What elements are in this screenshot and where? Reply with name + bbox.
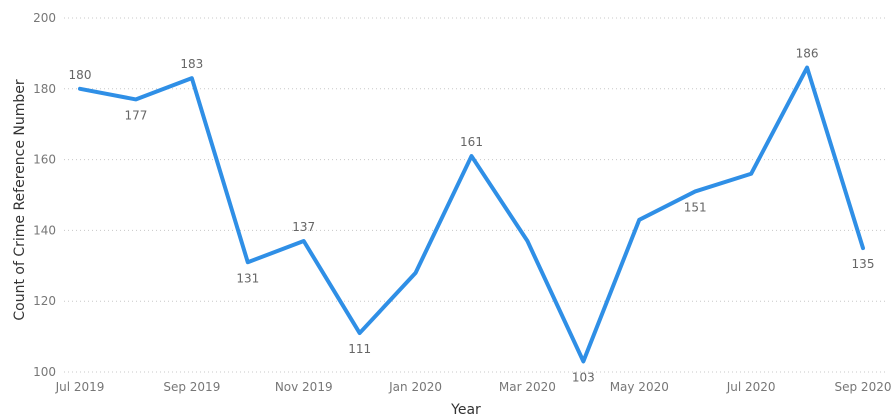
gridlines xyxy=(64,17,886,373)
series-line xyxy=(78,65,865,364)
data-label: 131 xyxy=(236,271,259,285)
x-tick-label: Mar 2020 xyxy=(499,380,556,394)
y-axis-ticks: 100 120 140 160 180 200 xyxy=(33,11,56,379)
x-tick-label: Sep 2019 xyxy=(163,380,220,394)
y-tick-label: 180 xyxy=(33,82,56,96)
data-label: 151 xyxy=(684,200,707,214)
series-group xyxy=(78,65,865,364)
y-tick-label: 160 xyxy=(33,153,56,167)
y-axis-title: Count of Crime Reference Number xyxy=(12,79,28,321)
data-label: 177 xyxy=(124,108,147,122)
data-label: 183 xyxy=(180,57,203,71)
data-label: 103 xyxy=(572,370,595,384)
x-tick-label: Sep 2020 xyxy=(835,380,892,394)
data-label: 137 xyxy=(292,220,315,234)
y-tick-label: 100 xyxy=(33,365,56,379)
x-axis-title: Year xyxy=(450,402,481,418)
data-labels: 180 177 183 131 137 111 161 103 151 186 135 xyxy=(69,47,875,385)
x-axis-ticks: Jul 2019 Sep 2019 Nov 2019 Jan 2020 Mar 2020… xyxy=(55,380,892,394)
x-tick-label: May 2020 xyxy=(610,380,669,394)
data-label: 111 xyxy=(348,342,371,356)
data-label: 135 xyxy=(852,257,875,271)
y-tick-label: 200 xyxy=(33,11,56,25)
x-tick-label: Nov 2019 xyxy=(275,380,333,394)
y-tick-label: 120 xyxy=(33,294,56,308)
y-tick-label: 140 xyxy=(33,223,56,237)
data-label: 186 xyxy=(796,47,819,61)
data-label: 180 xyxy=(69,68,92,82)
data-label: 161 xyxy=(460,135,483,149)
x-tick-label: Jul 2020 xyxy=(726,380,776,394)
x-tick-label: Jul 2019 xyxy=(55,380,105,394)
x-tick-label: Jan 2020 xyxy=(388,380,442,394)
